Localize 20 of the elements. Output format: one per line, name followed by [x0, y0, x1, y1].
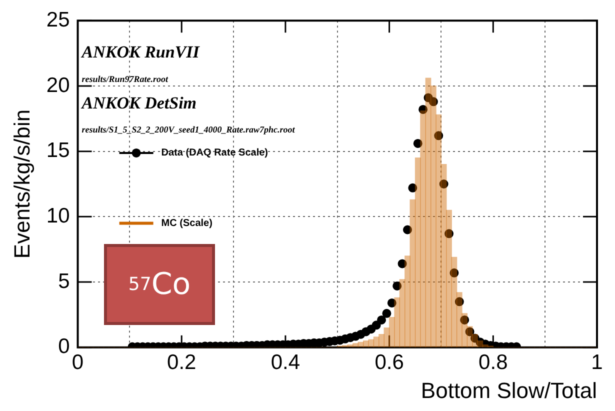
y-tick-label: 5	[58, 270, 70, 293]
annotation: $^{57}$Co	[104, 244, 216, 325]
y-tick-label: 15	[46, 139, 70, 162]
x-tick-label: 0.6	[374, 350, 404, 374]
x-tick-label: 0.4	[270, 350, 300, 374]
y-axis-title: Events/kg/s/bin	[9, 109, 34, 259]
annotation: results/S1_5_S2_2_200V_seed1_4000_Rate.raw7phc.root	[82, 124, 296, 134]
x-tick-label: 0.8	[478, 350, 508, 374]
legend-label: Data (DAQ Rate Scale)	[161, 148, 268, 159]
x-tick-label: 0.2	[167, 350, 196, 374]
annotation: ANKOK RunVII	[80, 42, 201, 62]
y-tick-label: 10	[46, 204, 70, 228]
y-tick-label: 20	[46, 74, 70, 97]
x-axis-title: Bottom Slow/Total	[420, 378, 597, 403]
x-tick-label: 1	[591, 350, 603, 374]
annotation: results/Run97Rate.root	[82, 74, 169, 84]
annotation: ANKOK DetSim	[80, 93, 197, 112]
legend-label: MC (Scale)	[161, 218, 212, 229]
y-tick-label: 0	[58, 335, 70, 358]
y-tick-label: 25	[46, 8, 70, 32]
